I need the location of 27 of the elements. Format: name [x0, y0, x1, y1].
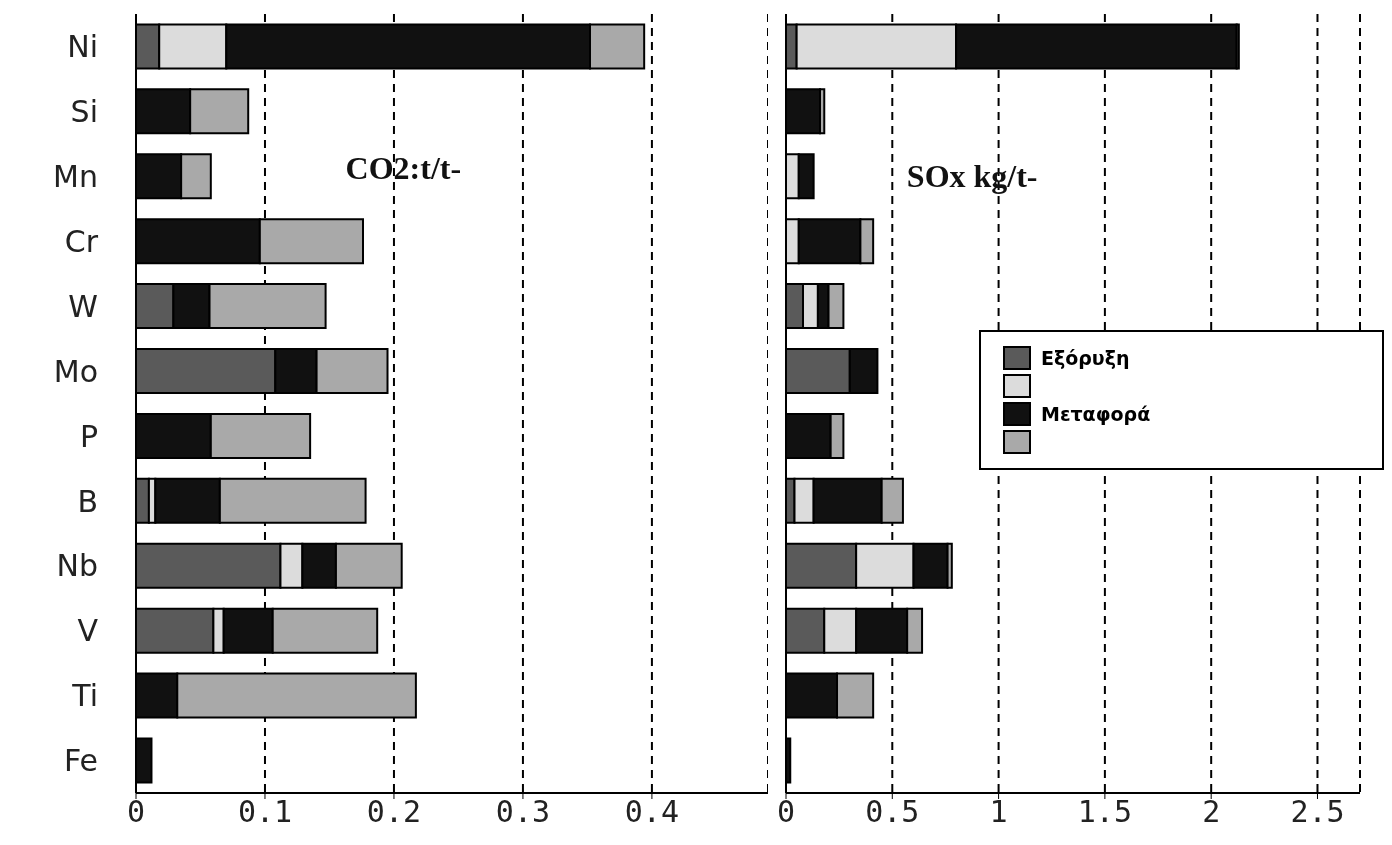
x-tick-label: 0.5 [865, 794, 920, 830]
x-tick-label: 2 [1202, 794, 1221, 830]
y-tick-label: P [79, 418, 98, 454]
x-tick-label: 0.1 [237, 794, 293, 830]
y-tick-label: Ti [71, 678, 98, 714]
x-tick-label: 0 [776, 794, 796, 830]
text: SOx kg/t- [906, 158, 1038, 196]
y-tick-label: Mo [53, 353, 98, 389]
x-tick-label: 0.2 [366, 794, 422, 830]
y-tick-label: W [68, 288, 98, 324]
legend-label: Εξόρυξη [1041, 347, 1130, 369]
x-tick-label: 2.5 [1290, 794, 1345, 830]
y-tick-label: V [77, 613, 99, 649]
x-tick-label: 1 [989, 794, 1008, 830]
x-tick-label: 0.4 [624, 794, 680, 830]
legend-label: Μεταφορά [1041, 403, 1151, 425]
y-tick-label: Mn [53, 158, 98, 194]
y-tick-label: Si [70, 94, 98, 130]
y-tick-label: Fe [63, 743, 98, 779]
x-tick-label: 1.5 [1077, 794, 1132, 830]
y-tick-label: Nb [56, 548, 98, 584]
x-tick-label: 0.3 [495, 794, 551, 830]
y-tick-label: Cr [64, 223, 99, 259]
x-tick-label: 0 [126, 794, 146, 830]
y-tick-label: Ni [67, 29, 98, 65]
y-tick-label: B [77, 483, 98, 519]
text: CO2:t/t- [345, 149, 462, 187]
